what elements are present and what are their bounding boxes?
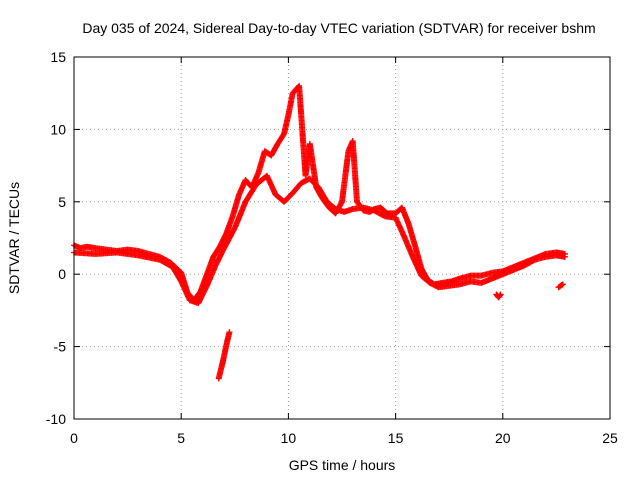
y-tick-label: 0 [58, 266, 66, 282]
x-tick-label: 5 [177, 430, 185, 446]
data-point [559, 281, 566, 288]
y-tick-labels: -10 -5 0 5 10 15 [46, 49, 66, 427]
x-axis-label: GPS time / hours [289, 457, 396, 473]
data-points [71, 82, 568, 382]
grid-lines [74, 57, 610, 419]
series-isolated-dip [493, 291, 504, 301]
series-isolated-end [555, 281, 566, 291]
axis-ticks [73, 56, 611, 420]
data-point [226, 329, 233, 336]
y-tick-label: -5 [54, 339, 67, 355]
x-tick-label: 0 [70, 430, 78, 446]
plot-frame [73, 56, 611, 420]
y-tick-label: 10 [50, 121, 66, 137]
series-lower-band [71, 172, 568, 307]
chart-title: Day 035 of 2024, Sidereal Day-to-day VTE… [82, 20, 595, 36]
y-tick-label: 5 [58, 194, 66, 210]
data-point [561, 253, 568, 260]
x-tick-label: 15 [388, 430, 404, 446]
y-axis-label: SDTVAR / TECUs [6, 182, 22, 294]
x-tick-label: 25 [602, 430, 618, 446]
data-point [497, 291, 504, 298]
x-tick-labels: 0 5 10 15 20 25 [70, 430, 618, 446]
x-tick-label: 20 [495, 430, 511, 446]
data-point [496, 292, 503, 299]
y-tick-label: -10 [46, 411, 66, 427]
x-tick-label: 10 [281, 430, 297, 446]
series-isolated-drop [215, 329, 233, 382]
y-tick-label: 15 [50, 49, 66, 65]
data-point [558, 282, 565, 289]
